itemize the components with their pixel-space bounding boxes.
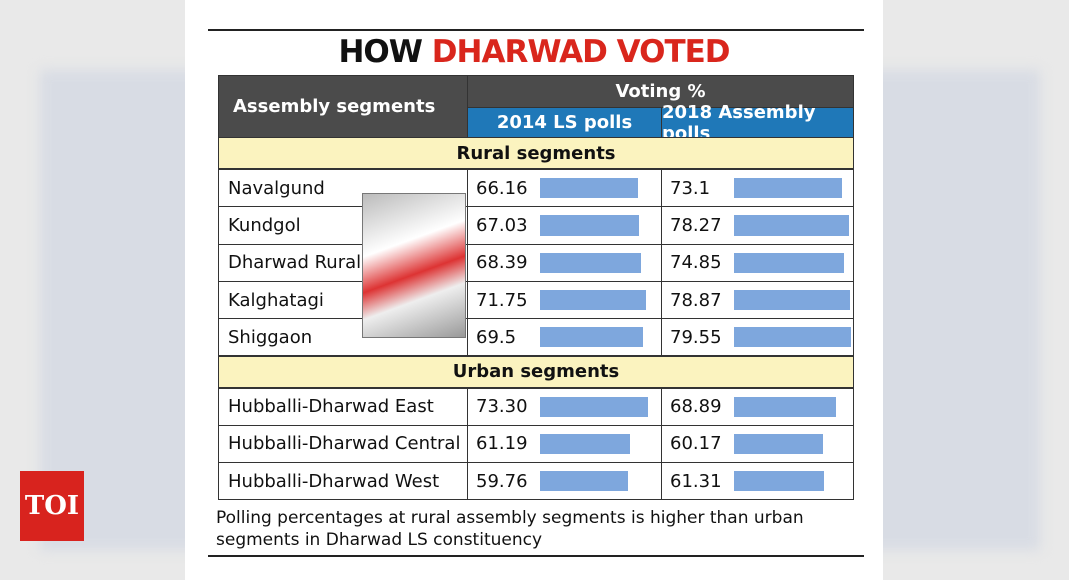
value-bar bbox=[540, 327, 643, 348]
value-bar bbox=[734, 289, 851, 311]
group-row: Urban segments bbox=[218, 355, 854, 388]
value-bar bbox=[540, 433, 631, 455]
header-cell: Assembly segments bbox=[218, 75, 468, 138]
value-bar bbox=[734, 471, 825, 492]
value-bar bbox=[734, 178, 842, 199]
value-bar bbox=[734, 433, 823, 455]
title-highlight: DHARWAD VOTED bbox=[431, 34, 731, 70]
value-bar bbox=[734, 215, 850, 236]
segment-name: Hubballi-Dharwad Central bbox=[218, 424, 468, 464]
header-cell: 2018 Assembly polls bbox=[661, 102, 854, 144]
title: HOW DHARWAD VOTED bbox=[185, 34, 883, 70]
value-bar bbox=[734, 396, 836, 417]
footnote: Polling percentages at rural assembly se… bbox=[216, 508, 804, 550]
segment-name: Hubballi-Dharwad East bbox=[218, 387, 468, 426]
value-bar bbox=[734, 252, 845, 273]
illustration bbox=[362, 193, 466, 338]
value-bar bbox=[540, 215, 639, 236]
value-cell: 61.19 bbox=[467, 424, 662, 464]
rule bbox=[208, 555, 864, 557]
value-bar bbox=[540, 178, 638, 199]
brand-logo: TOI bbox=[20, 471, 84, 541]
value-bar bbox=[540, 252, 641, 273]
value-bar bbox=[734, 327, 852, 348]
value-bar bbox=[540, 471, 629, 492]
value-bar bbox=[540, 396, 649, 417]
value-bar bbox=[540, 289, 646, 311]
segment-name: Hubballi-Dharwad West bbox=[218, 462, 468, 501]
rule bbox=[208, 29, 864, 31]
header-cell: 2014 LS polls bbox=[467, 107, 662, 138]
title-lead: HOW bbox=[338, 34, 422, 70]
group-row: Rural segments bbox=[218, 137, 854, 169]
